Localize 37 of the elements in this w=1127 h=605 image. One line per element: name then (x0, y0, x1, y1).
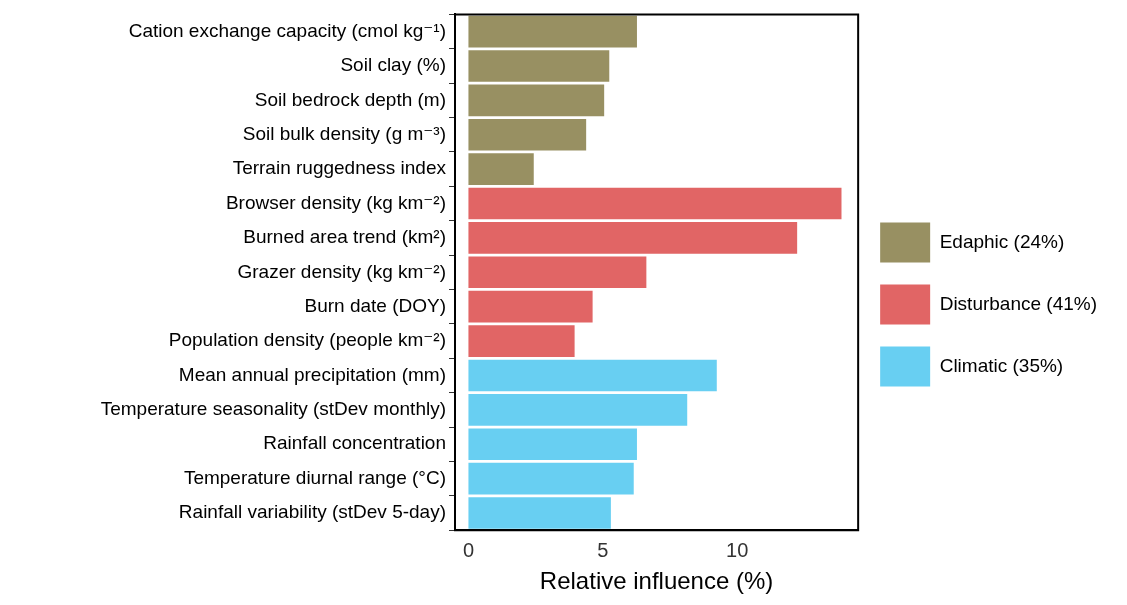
bar (468, 325, 575, 357)
y-tick-label: Temperature diurnal range (°C) (183, 466, 446, 488)
bar (468, 153, 534, 185)
y-tick-label: Rainfall concentration (263, 432, 446, 454)
x-tick-label: 0 (462, 538, 474, 561)
bar (468, 15, 637, 48)
y-tick-label: Temperature seasonality (stDev monthly) (100, 398, 446, 420)
y-tick-label: Population density (people km⁻²) (168, 329, 446, 351)
bar (468, 290, 593, 323)
y-tick-label: Soil clay (%) (340, 54, 446, 76)
bar (468, 462, 634, 495)
y-tick-label: Terrain ruggedness index (232, 157, 447, 179)
y-tick-label: Rainfall variability (stDev 5-day) (178, 501, 446, 523)
bar (468, 256, 647, 289)
bar (468, 187, 842, 220)
y-tick-label: Browser density (kg km⁻²) (225, 191, 446, 213)
y-tick-label: Grazer density (kg km⁻²) (237, 260, 446, 282)
bar (468, 394, 688, 426)
y-tick-label: Burn date (DOY) (304, 294, 446, 316)
bar (468, 50, 610, 82)
x-tick-label: 5 (597, 538, 609, 561)
bar (468, 497, 611, 529)
y-tick-label: Soil bulk density (g m⁻³) (242, 122, 446, 144)
bar (468, 428, 637, 461)
bar (468, 359, 717, 392)
legend-label: Disturbance (41%) (939, 292, 1097, 314)
legend-label: Edaphic (24%) (939, 230, 1065, 252)
y-tick-label: Burned area trend (km²) (243, 226, 446, 248)
y-tick-label: Soil bedrock depth (m) (254, 88, 446, 110)
bar (468, 84, 605, 117)
y-tick-label: Cation exchange capacity (cmol kg⁻¹) (128, 19, 446, 41)
bar (468, 222, 798, 254)
x-tick-label: 10 (726, 538, 749, 561)
y-tick-label: Mean annual precipitation (mm) (178, 363, 446, 385)
x-axis-title: Relative influence (%) (539, 567, 774, 595)
bar (468, 118, 587, 151)
legend-label: Climatic (35%) (939, 354, 1064, 376)
